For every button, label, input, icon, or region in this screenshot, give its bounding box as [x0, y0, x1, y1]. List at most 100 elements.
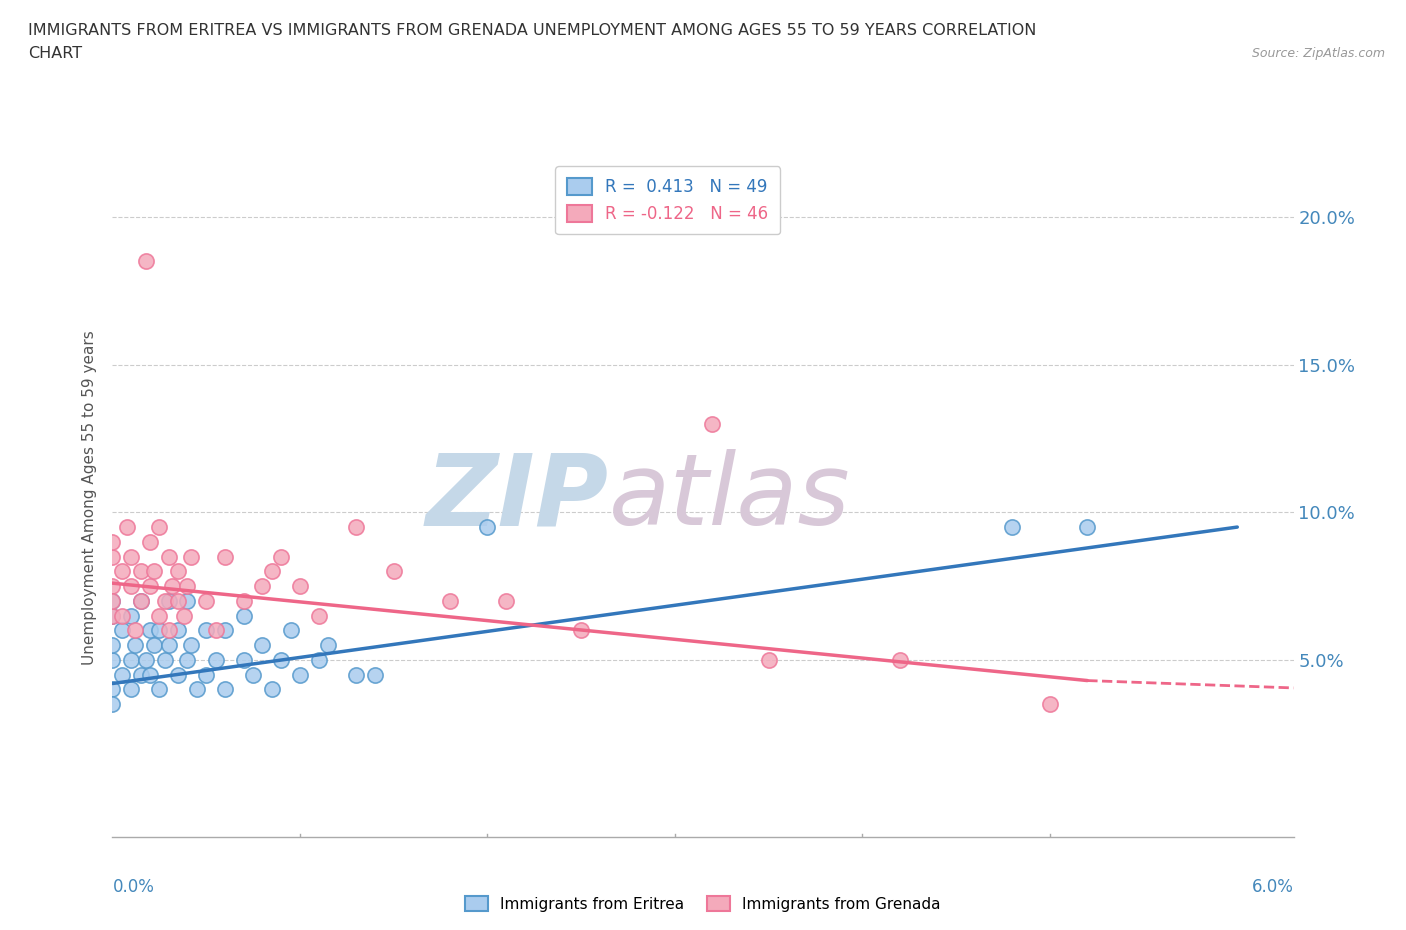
- Point: [101, 549, 124, 564]
- Text: Source: ZipAtlas.com: Source: ZipAtlas.com: [1251, 46, 1385, 60]
- Point: [167, 564, 190, 578]
- Point: [124, 638, 146, 653]
- Point: [382, 564, 405, 578]
- Legend: Immigrants from Eritrea, Immigrants from Grenada: Immigrants from Eritrea, Immigrants from…: [458, 889, 948, 918]
- Point: [1076, 520, 1098, 535]
- Point: [101, 697, 124, 711]
- Point: [148, 623, 170, 638]
- Point: [101, 593, 124, 608]
- Point: [195, 667, 218, 682]
- Point: [101, 578, 124, 593]
- Point: [280, 623, 302, 638]
- Point: [232, 608, 254, 623]
- Point: [120, 578, 142, 593]
- Point: [142, 638, 165, 653]
- Point: [176, 653, 198, 668]
- Point: [148, 682, 170, 697]
- Text: IMMIGRANTS FROM ERITREA VS IMMIGRANTS FROM GRENADA UNEMPLOYMENT AMONG AGES 55 TO: IMMIGRANTS FROM ERITREA VS IMMIGRANTS FR…: [28, 23, 1036, 38]
- Point: [308, 608, 330, 623]
- Text: 6.0%: 6.0%: [1251, 878, 1294, 896]
- Point: [204, 623, 226, 638]
- Point: [135, 254, 157, 269]
- Point: [180, 638, 202, 653]
- Point: [101, 608, 124, 623]
- Point: [101, 638, 124, 653]
- Point: [129, 593, 152, 608]
- Point: [167, 593, 190, 608]
- Legend: R =  0.413   N = 49, R = -0.122   N = 46: R = 0.413 N = 49, R = -0.122 N = 46: [555, 166, 780, 234]
- Text: CHART: CHART: [28, 46, 82, 61]
- Text: ZIP: ZIP: [426, 449, 609, 546]
- Point: [288, 667, 311, 682]
- Point: [176, 578, 198, 593]
- Point: [139, 535, 162, 550]
- Point: [120, 608, 142, 623]
- Point: [120, 682, 142, 697]
- Point: [157, 593, 180, 608]
- Point: [180, 549, 202, 564]
- Point: [186, 682, 208, 697]
- Point: [148, 520, 170, 535]
- Point: [252, 578, 274, 593]
- Point: [101, 608, 124, 623]
- Point: [214, 549, 236, 564]
- Point: [111, 623, 134, 638]
- Point: [101, 535, 124, 550]
- Text: 0.0%: 0.0%: [112, 878, 155, 896]
- Point: [173, 608, 195, 623]
- Point: [288, 578, 311, 593]
- Point: [758, 653, 780, 668]
- Text: atlas: atlas: [609, 449, 851, 546]
- Point: [344, 520, 367, 535]
- Point: [495, 593, 517, 608]
- Point: [569, 623, 592, 638]
- Point: [204, 653, 226, 668]
- Point: [139, 578, 162, 593]
- Point: [101, 653, 124, 668]
- Point: [129, 593, 152, 608]
- Point: [1001, 520, 1024, 535]
- Point: [889, 653, 911, 668]
- Point: [195, 623, 218, 638]
- Point: [344, 667, 367, 682]
- Point: [214, 623, 236, 638]
- Point: [120, 653, 142, 668]
- Point: [308, 653, 330, 668]
- Point: [153, 593, 176, 608]
- Point: [167, 667, 190, 682]
- Point: [129, 564, 152, 578]
- Point: [101, 682, 124, 697]
- Point: [242, 667, 264, 682]
- Point: [124, 623, 146, 638]
- Point: [162, 578, 184, 593]
- Point: [1039, 697, 1062, 711]
- Y-axis label: Unemployment Among Ages 55 to 59 years: Unemployment Among Ages 55 to 59 years: [82, 330, 97, 665]
- Point: [111, 667, 134, 682]
- Point: [702, 417, 724, 432]
- Point: [101, 593, 124, 608]
- Point: [120, 549, 142, 564]
- Point: [214, 682, 236, 697]
- Point: [117, 520, 139, 535]
- Point: [148, 608, 170, 623]
- Point: [364, 667, 387, 682]
- Point: [232, 593, 254, 608]
- Point: [111, 608, 134, 623]
- Point: [139, 623, 162, 638]
- Point: [139, 667, 162, 682]
- Point: [129, 667, 152, 682]
- Point: [232, 653, 254, 668]
- Point: [176, 593, 198, 608]
- Point: [157, 638, 180, 653]
- Point: [157, 549, 180, 564]
- Point: [167, 623, 190, 638]
- Point: [439, 593, 461, 608]
- Point: [142, 564, 165, 578]
- Point: [260, 682, 283, 697]
- Point: [157, 623, 180, 638]
- Point: [270, 653, 292, 668]
- Point: [260, 564, 283, 578]
- Point: [252, 638, 274, 653]
- Point: [316, 638, 339, 653]
- Point: [111, 564, 134, 578]
